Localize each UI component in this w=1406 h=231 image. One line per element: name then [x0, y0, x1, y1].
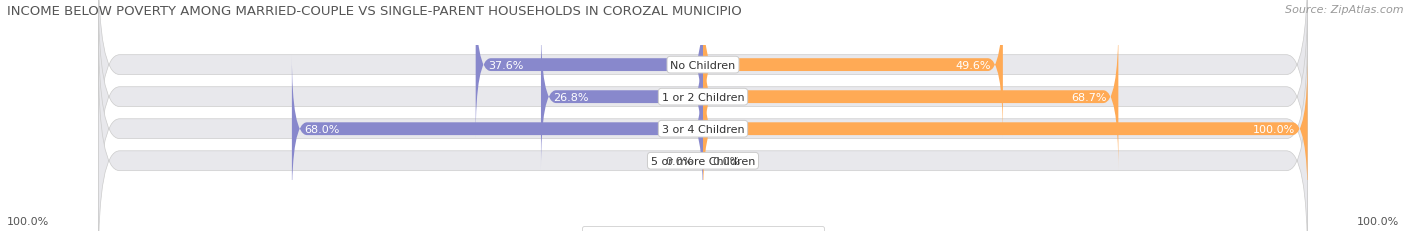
Text: 26.8%: 26.8%	[553, 92, 589, 102]
FancyBboxPatch shape	[703, 56, 1308, 203]
Text: 49.6%: 49.6%	[955, 60, 991, 70]
FancyBboxPatch shape	[292, 56, 703, 203]
FancyBboxPatch shape	[98, 59, 1308, 231]
FancyBboxPatch shape	[541, 24, 703, 171]
Text: No Children: No Children	[671, 60, 735, 70]
Text: INCOME BELOW POVERTY AMONG MARRIED-COUPLE VS SINGLE-PARENT HOUSEHOLDS IN COROZAL: INCOME BELOW POVERTY AMONG MARRIED-COUPL…	[7, 5, 742, 18]
FancyBboxPatch shape	[98, 27, 1308, 231]
Text: 0.0%: 0.0%	[711, 156, 741, 166]
Legend: Married Couples, Single Parents: Married Couples, Single Parents	[582, 226, 824, 231]
Text: 100.0%: 100.0%	[7, 216, 49, 226]
Text: 1 or 2 Children: 1 or 2 Children	[662, 92, 744, 102]
Text: 100.0%: 100.0%	[1253, 124, 1295, 134]
Text: 68.7%: 68.7%	[1071, 92, 1107, 102]
Text: Source: ZipAtlas.com: Source: ZipAtlas.com	[1285, 5, 1403, 15]
Text: 0.0%: 0.0%	[665, 156, 695, 166]
Text: 3 or 4 Children: 3 or 4 Children	[662, 124, 744, 134]
Text: 37.6%: 37.6%	[488, 60, 523, 70]
Text: 5 or more Children: 5 or more Children	[651, 156, 755, 166]
FancyBboxPatch shape	[475, 0, 703, 139]
FancyBboxPatch shape	[98, 0, 1308, 167]
Text: 100.0%: 100.0%	[1357, 216, 1399, 226]
FancyBboxPatch shape	[703, 24, 1118, 171]
Text: 68.0%: 68.0%	[304, 124, 339, 134]
FancyBboxPatch shape	[703, 0, 1002, 139]
FancyBboxPatch shape	[98, 0, 1308, 199]
